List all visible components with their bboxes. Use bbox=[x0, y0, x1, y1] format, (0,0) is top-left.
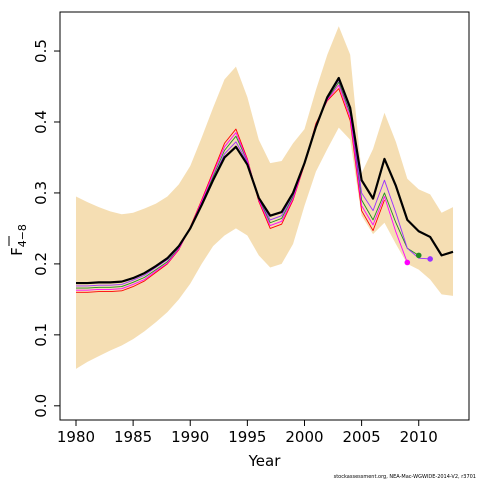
y-tick-label: 0.3 bbox=[32, 181, 50, 205]
y-tick-label: 0.1 bbox=[32, 323, 50, 347]
confidence-band bbox=[75, 26, 454, 369]
plot-frame bbox=[59, 11, 470, 421]
series-line-retrospective-1 bbox=[75, 88, 385, 293]
series-line-main-estimate bbox=[75, 76, 454, 285]
y-tick-label: 0.4 bbox=[32, 110, 50, 134]
y-axis-title-main: F bbox=[8, 247, 26, 256]
y-tick-label: 0.5 bbox=[32, 39, 50, 63]
x-tick-label: 2005 bbox=[343, 428, 381, 446]
end-point-1 bbox=[404, 259, 411, 266]
svg-text:F4−8: F4−8 bbox=[8, 224, 29, 256]
x-tick-label: 1990 bbox=[171, 428, 209, 446]
end-point-3 bbox=[427, 256, 433, 262]
end-point-2 bbox=[415, 252, 422, 259]
x-tick-label: 1980 bbox=[57, 428, 95, 446]
y-tick-label: 0.0 bbox=[32, 394, 50, 418]
x-tick-label: 2010 bbox=[400, 428, 438, 446]
y-tick-label: 0.2 bbox=[32, 252, 50, 276]
x-tick-label: 2000 bbox=[285, 428, 323, 446]
y-axis-title-subscript: 4−8 bbox=[16, 224, 29, 247]
x-axis-title: Year bbox=[248, 452, 282, 470]
y-axis: 0.0 0.1 0.2 0.3 0.4 0.5 bbox=[32, 39, 60, 418]
x-axis: 1980 1985 1990 1995 2000 2005 2010 bbox=[57, 420, 438, 446]
x-tick-label: 1995 bbox=[228, 428, 266, 446]
x-tick-label: 1985 bbox=[114, 428, 152, 446]
series-line-retrospective-4 bbox=[75, 84, 408, 291]
footer-text: stockassessment.org, NEA-Mac-WGWIDE-2014… bbox=[334, 474, 476, 480]
y-axis-title: F4−8 bbox=[8, 224, 29, 256]
